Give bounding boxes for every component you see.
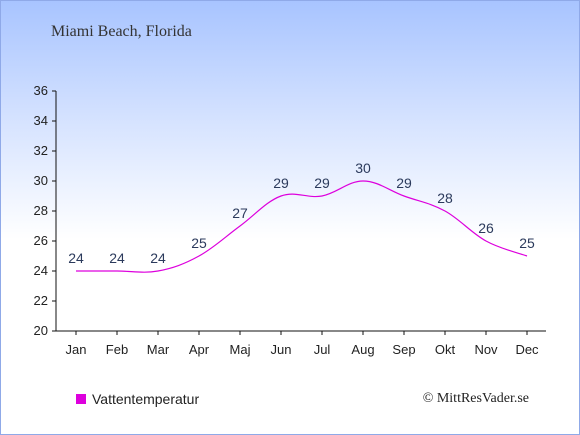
x-tick-label: Nov [474,342,498,357]
x-tick-label: Sep [392,342,415,357]
data-label: 25 [519,235,535,251]
y-tick-label: 32 [34,143,48,158]
y-tick-label: 24 [34,263,48,278]
series-layer [76,180,528,273]
legend-swatch [76,394,86,404]
data-label: 29 [273,175,289,191]
y-tick-label: 30 [34,173,48,188]
legend: Vattentemperatur [76,391,199,407]
x-tick-label: Jul [314,342,331,357]
x-tick-label: Jan [66,342,87,357]
legend-label: Vattentemperatur [92,391,200,407]
x-tick-label: Dec [515,342,539,357]
axes [52,90,546,335]
data-label: 26 [478,220,494,236]
series-line-vattentemperatur [76,180,528,273]
y-tick-label: 20 [34,323,48,338]
data-label: 24 [68,250,84,266]
x-tick-label: Okt [435,342,456,357]
data-label: 28 [437,190,453,206]
y-tick-label: 28 [34,203,48,218]
x-tick-label: Mar [147,342,170,357]
y-tick-label: 22 [34,293,48,308]
data-label: 29 [314,175,330,191]
chart-title: Miami Beach, Florida [51,23,192,40]
y-tick-label: 36 [34,83,48,98]
x-tick-label: Feb [106,342,128,357]
copyright-text: © MittResVader.se [422,391,529,406]
x-tick-label: Aug [351,342,374,357]
data-label: 24 [109,250,125,266]
tick-labels: 20 22 24 26 28 30 32 34 36 Jan Feb Mar Apr Maj Jun Jul A… [34,83,540,357]
data-label: 29 [396,175,412,191]
y-tick-label: 26 [34,233,48,248]
x-tick-label: Apr [189,342,210,357]
data-label: 30 [355,160,371,176]
data-labels: 24 24 24 25 27 29 29 30 29 28 26 25 [68,160,535,266]
data-label: 24 [150,250,166,266]
x-tick-label: Jun [271,342,292,357]
x-tick-label: Maj [230,342,251,357]
data-label: 27 [232,205,248,221]
data-label: 25 [191,235,207,251]
y-tick-label: 34 [34,113,48,128]
